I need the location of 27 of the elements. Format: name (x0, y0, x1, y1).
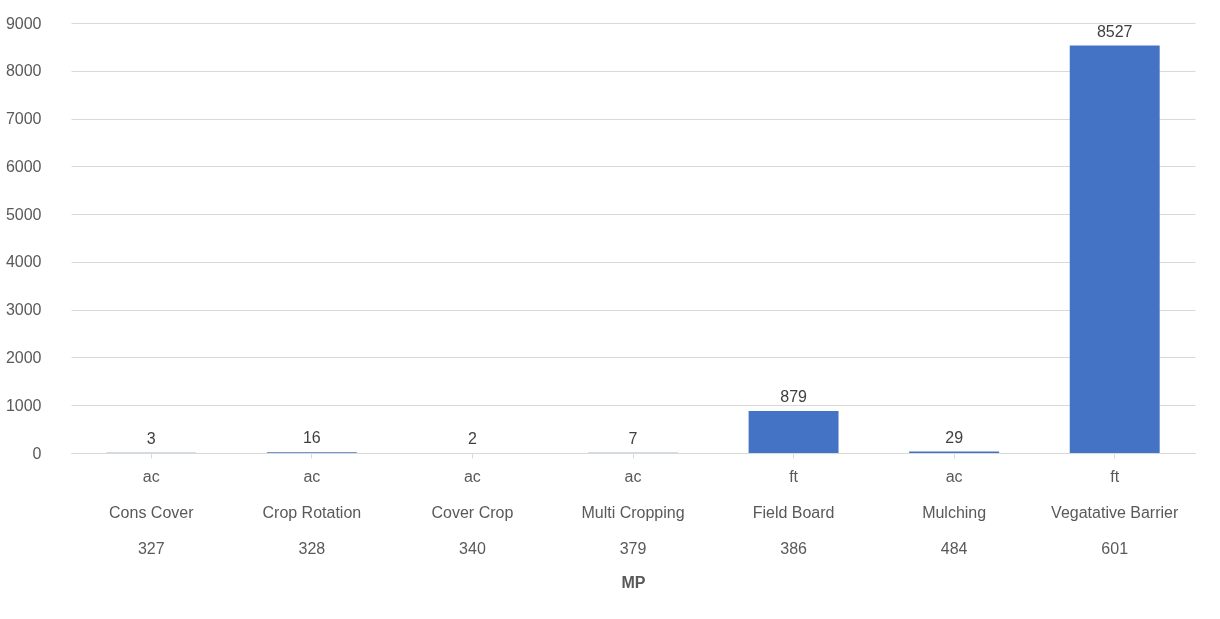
bar (748, 411, 839, 453)
x-tick-label: ac Cover Crop 340 (431, 467, 514, 557)
data-label: 8527 (1096, 22, 1133, 40)
y-tick-label: 1000 (5, 396, 42, 414)
y-tick-label: 2000 (5, 348, 42, 366)
x-axis-title: MP (621, 573, 646, 591)
y-tick-label: 0 (32, 444, 42, 462)
y-tick-label: 3000 (5, 301, 42, 319)
data-label: 7 (628, 429, 638, 447)
data-label: 3 (146, 429, 156, 447)
data-label: 16 (302, 429, 321, 447)
x-tick-label: ac Cons Cover 327 (109, 467, 195, 557)
x-tick-label: ac Mulching 484 (922, 467, 987, 557)
x-tick-label: ac Multi Cropping 379 (581, 467, 685, 557)
data-label: 2 (467, 429, 477, 447)
y-tick-label: 9000 (5, 14, 42, 32)
y-tick-label: 4000 (5, 253, 42, 271)
y-tick-label: 5000 (5, 205, 42, 223)
x-tick-label: ft Vegatative Barrier 601 (1051, 467, 1179, 557)
x-tick-label: ac Crop Rotation 328 (262, 467, 362, 557)
y-tick-label: 7000 (5, 110, 42, 128)
x-tick-label: ft Field Board 386 (752, 467, 835, 557)
bar (1069, 45, 1160, 453)
y-tick-label: 6000 (5, 157, 42, 175)
data-label: 879 (780, 388, 808, 405)
data-label: 29 (945, 428, 964, 446)
y-tick-label: 8000 (5, 62, 42, 80)
